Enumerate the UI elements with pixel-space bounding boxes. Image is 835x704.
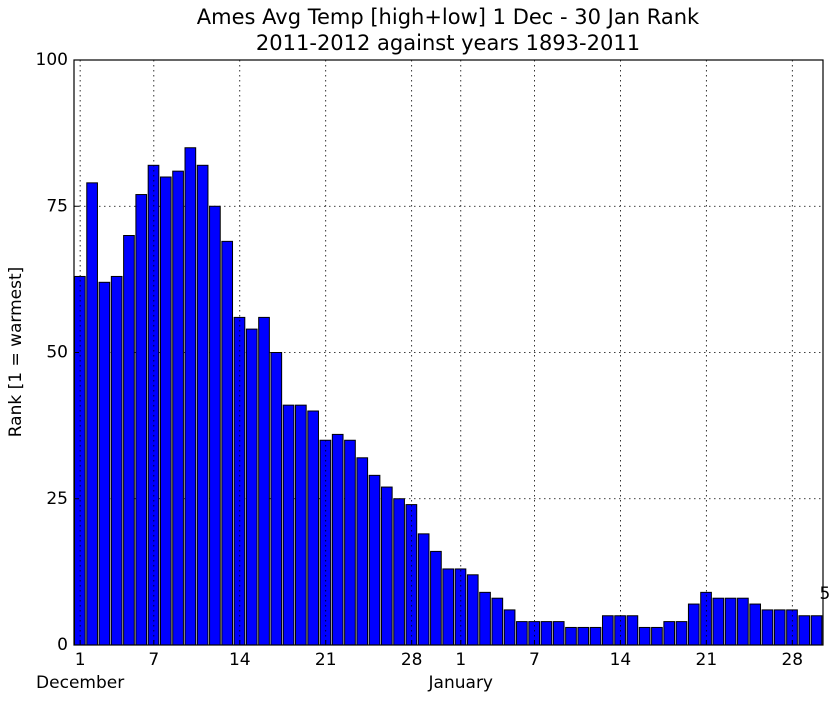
bar — [466, 574, 479, 646]
x-tick-label: 21 — [696, 650, 718, 670]
x-tick-label: 1 — [75, 650, 86, 670]
bar — [184, 147, 197, 646]
bar — [344, 439, 356, 646]
bar — [638, 626, 651, 646]
bar — [737, 597, 749, 646]
bar — [430, 550, 442, 646]
x-tick-label: 14 — [229, 650, 251, 670]
month-label: December — [36, 673, 124, 693]
y-tick-label: 25 — [46, 489, 68, 509]
bar — [159, 176, 172, 646]
bar — [282, 404, 295, 646]
bar — [258, 316, 270, 646]
bar — [368, 474, 381, 646]
bar — [221, 240, 234, 646]
bar — [577, 626, 590, 646]
bar — [479, 591, 491, 646]
bar — [503, 609, 516, 646]
bar — [565, 626, 577, 646]
bar — [552, 621, 565, 646]
bar — [295, 404, 307, 646]
bar — [245, 328, 258, 646]
bar — [589, 626, 602, 646]
bar — [516, 621, 528, 646]
bar — [356, 457, 369, 646]
y-axis-label: Rank [1 = warmest] — [6, 267, 26, 438]
value-label: 5 — [819, 584, 830, 604]
bar — [417, 533, 430, 646]
bar — [724, 597, 737, 646]
bar — [270, 352, 283, 646]
bar — [123, 235, 135, 646]
bar — [651, 626, 663, 646]
bar — [749, 603, 762, 646]
bar — [773, 609, 786, 646]
bar — [675, 621, 688, 646]
bar — [663, 621, 676, 646]
bar — [98, 281, 111, 646]
bar — [712, 597, 725, 646]
x-tick-label: 28 — [781, 650, 803, 670]
x-tick-label: 1 — [455, 650, 466, 670]
chart-title: Ames Avg Temp [high+low] 1 Dec - 30 Jan … — [197, 5, 700, 29]
bar — [307, 410, 319, 646]
bar — [135, 194, 148, 646]
plot-area — [74, 60, 823, 646]
bar — [172, 170, 184, 646]
bar — [687, 603, 700, 646]
bar — [442, 568, 455, 646]
bar — [601, 615, 614, 646]
x-tick-label: 7 — [529, 650, 540, 670]
y-tick-label: 75 — [46, 196, 68, 216]
x-tick-label: 28 — [401, 650, 423, 670]
bar — [393, 498, 405, 646]
month-label: January — [428, 673, 493, 693]
y-tick-label: 100 — [36, 50, 68, 70]
bar — [491, 597, 504, 646]
bar — [810, 615, 823, 646]
y-tick-label: 0 — [57, 635, 68, 655]
bar — [626, 615, 639, 646]
bar — [196, 164, 209, 646]
x-tick-label: 21 — [315, 650, 337, 670]
x-tick-label: 14 — [610, 650, 632, 670]
chart-subtitle: 2011-2012 against years 1893-2011 — [256, 31, 640, 55]
bar — [798, 615, 811, 646]
bar — [380, 486, 393, 646]
bar — [761, 609, 774, 646]
bar — [110, 275, 123, 646]
y-tick-label: 50 — [46, 343, 68, 363]
bar — [86, 182, 98, 646]
x-tick-label: 7 — [148, 650, 159, 670]
bar — [209, 205, 221, 646]
bar — [331, 433, 344, 646]
bar — [540, 621, 553, 646]
